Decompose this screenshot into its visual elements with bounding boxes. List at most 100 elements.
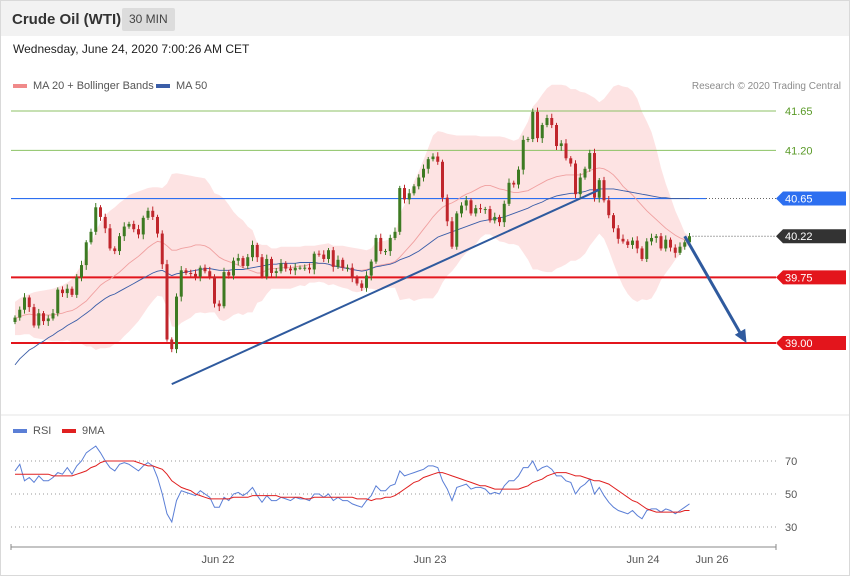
candle-body [94,207,98,232]
rsi-tick-label: 50 [785,489,797,501]
level-label-box [776,191,846,206]
candle-body [393,231,397,238]
candle-body [227,272,231,276]
candle-body [322,254,326,259]
level-label: 41.65 [785,106,813,118]
research-credit: Research © 2020 Trading Central [691,81,841,92]
candle-body [179,270,183,297]
candle-body [13,317,17,322]
candle-body [531,111,535,140]
candle-body [616,228,620,239]
candle-body [464,200,468,206]
candle-body [160,233,164,265]
candle-body [626,241,630,245]
rsi-line [14,445,690,524]
candle-body [75,277,79,295]
candle-body [236,258,240,261]
legend-9ma: 9MA [62,425,105,437]
candle-body [365,275,368,288]
chart-header: Crude Oil (WTI) 30 MIN [1,1,849,36]
candle-body [441,161,444,198]
candle-body [650,237,653,242]
candle-body [445,197,449,222]
legend-swatch [156,84,170,88]
candle-body [654,236,658,238]
candle-body [265,258,269,277]
candle-body [65,288,69,294]
candle-body [673,247,677,253]
candle-body [635,240,639,249]
candles [13,107,691,354]
candle-body [479,208,482,210]
candle-body [279,263,283,272]
level-label-box [776,270,846,285]
candle-body [512,182,516,185]
candle-body [175,296,178,350]
candle-body [327,250,330,259]
candle-body [122,226,126,237]
legend-label: MA 20 + Bollinger Bands [33,80,154,92]
candle-body [113,248,117,252]
candle-body [417,177,421,187]
candle-body [336,259,340,267]
legend-label: 9MA [82,425,105,437]
candle-body [189,272,193,274]
level-label-box [776,229,846,244]
candle-body [474,208,478,214]
instrument-title: Crude Oil (WTI) [12,11,122,28]
candle-body [407,193,411,200]
level-label: 40.65 [785,194,813,206]
level-label-box [776,336,846,350]
candle-body [678,246,682,253]
candle-body [198,267,202,277]
candle-body [436,156,440,162]
candle-body [61,289,64,294]
candle-body [398,188,402,232]
x-tick-label: Jun 26 [695,554,728,566]
candle-body [246,257,250,266]
candle-body [251,244,254,258]
candle-body [517,169,520,185]
candle-body [683,242,687,247]
candle-body [213,276,216,304]
candle-body [355,277,359,284]
candle-body [569,158,573,164]
candle-body [42,313,45,322]
timeframe-badge[interactable]: 30 MIN [122,8,175,31]
candle-body [156,216,159,234]
candle-body [37,313,41,326]
candle-body [664,239,668,249]
candle-body [27,297,31,308]
candle-body [298,267,302,269]
candle-body [165,264,169,340]
candle-body [574,163,577,195]
legend-swatch [62,429,76,433]
candle-body [170,339,174,350]
candle-body [108,228,112,249]
candle-body [384,251,387,253]
chart-datetime: Wednesday, June 24, 2020 7:00:26 AM CET [13,42,250,56]
candle-body [645,241,649,259]
bollinger-band [15,84,690,350]
candle-body [521,139,525,170]
candle-body [217,303,221,307]
candle-body [369,261,373,276]
rsi-tick-label: 70 [785,456,797,468]
candle-body [555,125,558,147]
candle-body [593,153,596,198]
candle-body [232,260,235,276]
x-tick-label: Jun 24 [626,554,659,566]
candle-body [146,210,150,218]
candle-body [270,258,273,273]
candle-body [403,188,406,200]
legend-swatch [13,429,27,433]
candle-body [203,267,207,272]
candle-body [379,237,383,252]
candle-body [669,239,672,248]
candle-body [488,209,492,221]
candle-body [346,267,349,269]
candle-body [426,159,430,169]
candle-body [450,221,454,247]
candle-body [18,309,22,318]
